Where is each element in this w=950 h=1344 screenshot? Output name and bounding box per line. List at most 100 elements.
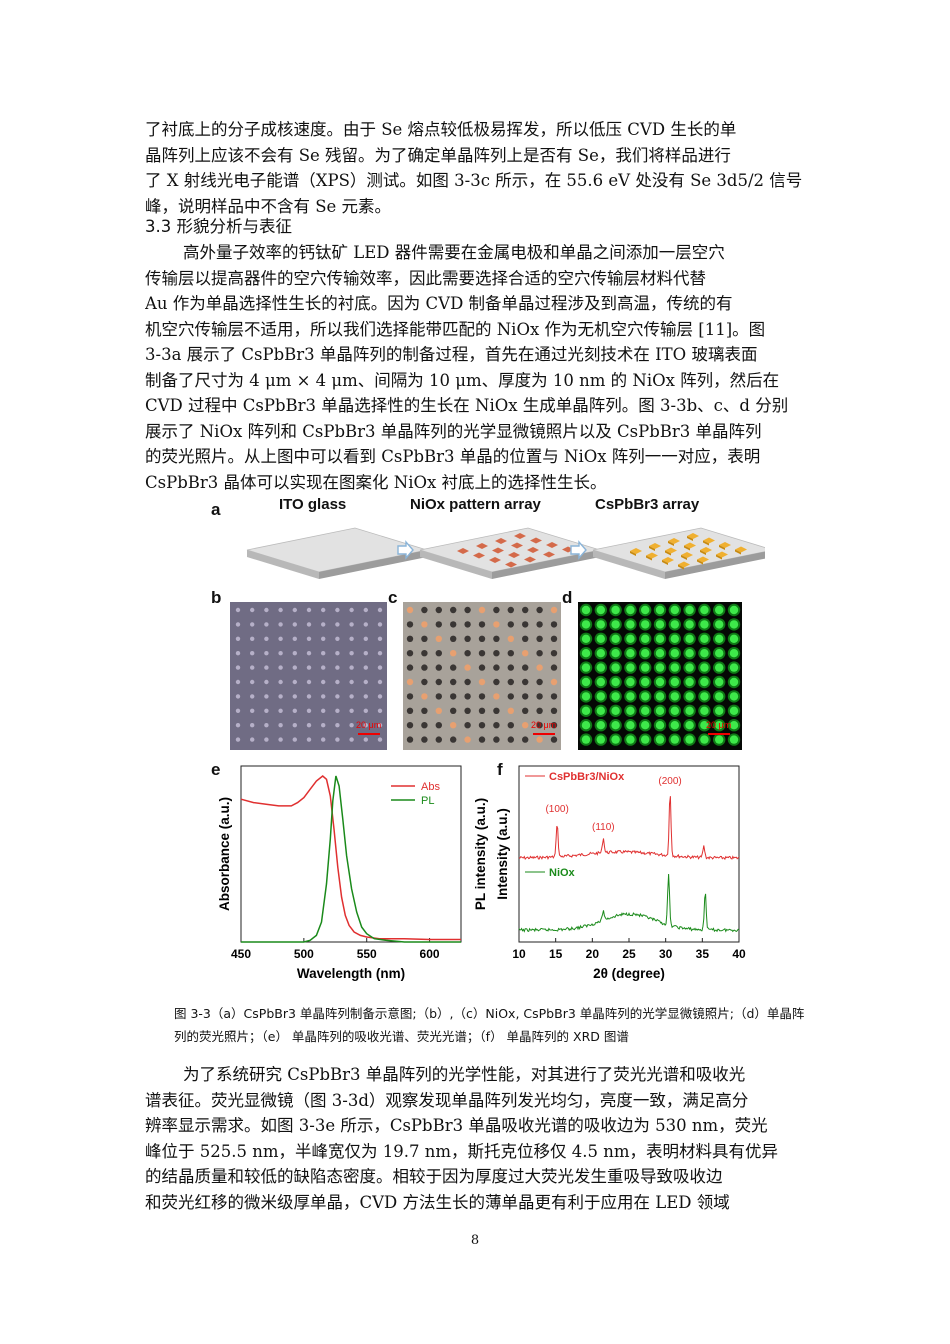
nio-dot xyxy=(278,636,283,641)
crystal-dot xyxy=(550,606,558,614)
pad-side xyxy=(700,550,706,555)
fluorescence-dot xyxy=(596,706,605,715)
crystal-dot xyxy=(464,736,471,743)
crystal-dot xyxy=(493,650,500,657)
nio-dot xyxy=(377,679,383,685)
fluorescence-dot xyxy=(729,663,739,672)
crystal-dot xyxy=(421,736,428,743)
fluorescence-dot xyxy=(596,605,605,615)
fluorescence-dot xyxy=(641,735,650,744)
fluorescence-dot xyxy=(715,620,724,629)
pad-side xyxy=(703,540,709,546)
fluorescence-dot xyxy=(670,706,679,715)
crystal-dot xyxy=(464,707,471,714)
crystal-dot xyxy=(450,678,457,686)
nio-dot xyxy=(363,694,368,699)
caption-line: 图 3-3（a）CsPbBr3 单晶阵列制备示意图;（b）,（c）NiOx, C… xyxy=(174,1006,805,1021)
pattern-pad xyxy=(546,542,558,548)
crystal-dot xyxy=(464,693,471,700)
fluorescence-dot xyxy=(700,677,709,687)
absorption-pl-chart: 450 500 550 600 Wavelength (nm) Absorbance (a… xyxy=(217,765,462,981)
crystal-dot xyxy=(522,707,529,714)
nio-dot xyxy=(250,708,255,713)
nio-dot xyxy=(250,723,255,728)
text-line: 3-3a 展示了 CsPbBr3 单晶阵列的制备过程，首先在通过光刻技术在 IT… xyxy=(145,345,758,364)
x-tick-label: 450 xyxy=(231,947,251,961)
nio-dot xyxy=(321,636,326,641)
fluorescence-dot xyxy=(596,677,605,687)
nio-dot xyxy=(235,622,241,627)
pad-side xyxy=(646,555,652,561)
fluorescence-dot xyxy=(685,735,694,744)
fluorescence-dot xyxy=(626,721,635,730)
nio-dot xyxy=(250,636,255,641)
text-line: 制备了尺寸为 4 μm × 4 μm、间隔为 10 μm、厚度为 10 nm 的… xyxy=(145,370,780,390)
fluorescence-dot xyxy=(700,706,709,715)
fluorescence-dot xyxy=(715,649,724,658)
crystal-dot xyxy=(450,606,457,614)
pattern-pad xyxy=(476,543,488,549)
nio-dot xyxy=(363,665,368,670)
text-line: 机空穴传输层不适用，所以我们选择能带匹配的 NiOx 作为无机空穴传输层 [11… xyxy=(145,319,766,339)
crystal-dot xyxy=(435,606,442,614)
fluorescence-dot xyxy=(611,692,620,701)
crystal-dot xyxy=(421,678,428,686)
schematic-diagram xyxy=(246,527,765,579)
nio-dot xyxy=(349,679,354,685)
fluorescence-dot xyxy=(611,706,620,715)
pattern-pad xyxy=(543,551,555,558)
text-line: 谱表征。荧光显微镜（图 3-3d）观察发现单晶阵列发光均匀，亮度一致，满足高分 xyxy=(145,1090,749,1110)
crystal-dot xyxy=(464,606,471,614)
caption-line: 列的荧光照片；（e） 单晶阵列的吸收光谱、荧光光谱；（f） 单晶阵列的 XRD … xyxy=(174,1029,629,1044)
nio-dot xyxy=(235,708,241,713)
nio-dot xyxy=(335,607,340,613)
fluorescence-dot xyxy=(729,634,739,643)
nio-dot xyxy=(235,607,241,613)
nio-dot xyxy=(306,679,312,685)
nio-dot xyxy=(306,622,312,627)
pattern-pad xyxy=(492,547,504,554)
page-number: 8 xyxy=(470,1233,480,1248)
nio-dot xyxy=(264,651,269,656)
crystal-dot xyxy=(550,722,558,729)
fluorescence-dot xyxy=(626,692,635,701)
fluorescence-dot xyxy=(685,677,694,687)
crystal-dot xyxy=(493,678,500,686)
fluorescence-dot xyxy=(626,706,635,715)
nio-dot xyxy=(278,723,283,728)
fluorescence-dot xyxy=(596,634,605,643)
nio-dot xyxy=(377,622,383,627)
crystal-dot xyxy=(536,678,543,686)
crystal-dot xyxy=(406,606,414,614)
xrd-trace xyxy=(518,873,740,933)
fluorescence-dot xyxy=(641,634,650,643)
crystal-dot xyxy=(550,650,558,657)
fluorescence-dot xyxy=(729,677,739,687)
nio-dot xyxy=(321,694,326,699)
y-axis-label-pl: PL intensity (a.u.) xyxy=(473,798,488,910)
series-line-pl xyxy=(241,775,461,943)
crystal-dot xyxy=(550,736,558,743)
pattern-pad xyxy=(473,552,485,559)
nio-dot xyxy=(363,607,368,613)
nio-dot xyxy=(363,737,368,742)
fluorescence-dot xyxy=(581,663,591,672)
x-tick-label: 40 xyxy=(732,947,746,961)
crystal-dot xyxy=(507,693,514,700)
nio-dot xyxy=(377,607,383,613)
y-axis-label: Intensity (a.u.) xyxy=(495,808,510,900)
nio-dot xyxy=(363,622,368,627)
fluorescence-dot xyxy=(581,634,591,643)
nio-dot xyxy=(349,607,354,613)
panel-label-b: b xyxy=(211,588,222,607)
pad-side xyxy=(649,546,655,551)
plot-frame xyxy=(518,765,740,943)
fluorescence-dot xyxy=(626,649,635,658)
crystal-dot xyxy=(478,678,486,686)
nio-dot xyxy=(377,694,383,699)
crystal-dot xyxy=(550,664,558,671)
nio-dot xyxy=(335,622,340,627)
fluorescence-dot xyxy=(641,605,650,615)
fluorescence-dot xyxy=(670,620,679,629)
scale-bar-label: 20 μm xyxy=(356,720,382,730)
